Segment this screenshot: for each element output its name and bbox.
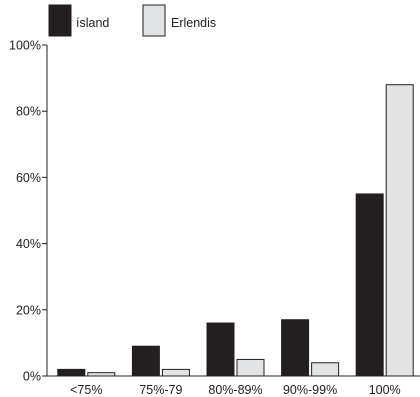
legend-swatch-island — [48, 4, 72, 37]
x-tick-label: <75% — [70, 383, 102, 397]
x-axis: <75% 75%-79 80%-89% 90%-99% 100% — [47, 375, 420, 397]
bar-island — [131, 345, 160, 377]
bars — [57, 84, 414, 377]
x-tick-label: 90%-99% — [283, 383, 337, 397]
x-tick-label: 80%-89% — [208, 383, 262, 397]
y-tick-label: 60% — [16, 171, 41, 185]
legend-swatch-erlendis — [142, 4, 166, 37]
bar-erlendis — [311, 362, 340, 377]
bar-island — [281, 319, 310, 377]
bar-island — [57, 368, 86, 377]
y-tick-label: 0% — [23, 370, 41, 384]
bar-erlendis — [236, 358, 265, 377]
y-tick-label: 80% — [16, 105, 41, 119]
legend: ísland Erlendis — [48, 4, 216, 37]
y-tick-label: 40% — [16, 237, 41, 251]
legend-label-erlendis: Erlendis — [171, 16, 216, 30]
x-tick-label: 75%-79 — [139, 383, 182, 397]
x-tick-label: 100% — [369, 383, 401, 397]
bar-erlendis — [161, 368, 190, 377]
y-tick-label: 20% — [16, 303, 41, 317]
y-tick-label: 100% — [9, 39, 41, 53]
bar-island — [355, 193, 384, 377]
bar-erlendis — [385, 84, 414, 377]
y-axis: 0% 20% 40% 60% 80% 100% — [9, 39, 48, 384]
bar-island — [206, 322, 235, 377]
legend-label-island: ísland — [76, 16, 109, 30]
